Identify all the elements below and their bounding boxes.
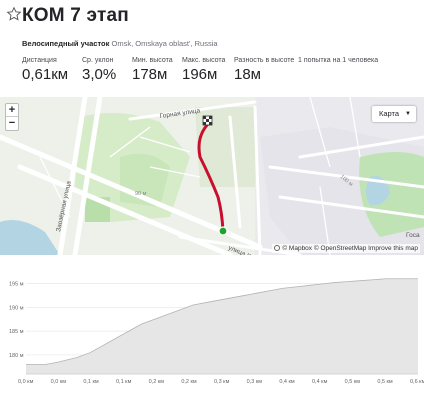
activity-type: Велосипедный участок xyxy=(22,39,110,48)
stat-elevation-gain: Разность в высоте 18м xyxy=(234,57,295,83)
star-icon[interactable] xyxy=(6,6,22,22)
x-tick-label: 0,2 км xyxy=(181,379,197,385)
zoom-controls: + − xyxy=(5,103,19,131)
x-tick-label: 0,0 км xyxy=(18,379,34,385)
zoom-in-button[interactable]: + xyxy=(6,104,18,117)
stat-distance: Дистанция 0,61км xyxy=(22,57,69,83)
place-label-gosa: Госа xyxy=(406,232,420,239)
segment-subtitle: Велосипедный участок Omsk, Omskaya oblas… xyxy=(22,39,218,48)
stat-max-elevation: Макс. высота 196м xyxy=(182,57,226,83)
elevation-chart: 180 м 185 м 190 м 195 м 0,0 км 0,0 км 0,1 км 0,… xyxy=(9,278,424,385)
x-tick-label: 0,1 км xyxy=(83,379,99,385)
x-tick-label: 0,2 км xyxy=(149,379,165,385)
x-tick-label: 0,5 км xyxy=(345,379,361,385)
segment-location: Omsk, Omskaya oblast', Russia xyxy=(111,39,218,48)
x-tick-label: 0,1 км xyxy=(116,379,132,385)
zoom-out-button[interactable]: − xyxy=(8,117,16,129)
x-tick-label: 0,0 км xyxy=(51,379,67,385)
y-tick-label: 195 м xyxy=(9,282,24,288)
map-canvas[interactable]: Горная улица улица Красных Зорь Заозёрна… xyxy=(0,97,424,255)
y-tick-label: 180 м xyxy=(9,353,24,359)
stat-attempts: 1 попытка на 1 человека xyxy=(298,57,379,64)
map-type-label: Карта xyxy=(379,109,400,118)
stats-row: Дистанция 0,61км Ср. уклон 3,0% Мин. выс… xyxy=(22,57,422,87)
y-tick-label: 185 м xyxy=(9,329,24,335)
x-tick-label: 0,4 км xyxy=(312,379,328,385)
segment-title: КОМ 7 этап xyxy=(22,5,129,26)
x-tick-label: 0,4 км xyxy=(279,379,295,385)
x-tick-label: 0,3 км xyxy=(247,379,263,385)
chevron-down-icon: ▼ xyxy=(405,111,411,117)
map-type-dropdown[interactable]: Карта ▼ xyxy=(372,106,416,122)
elevation-line xyxy=(26,278,418,365)
contour-label-90: 90 м xyxy=(135,191,147,197)
route-start-marker xyxy=(218,226,228,236)
x-tick-label: 0,6 км xyxy=(410,379,424,385)
map-attribution[interactable]: © Mapbox © OpenStreetMap Improve this ma… xyxy=(272,244,420,253)
route-finish-flag xyxy=(202,115,213,126)
segment-header: КОМ 7 этап Велосипедный участок Omsk, Om… xyxy=(0,0,424,96)
stat-min-elevation: Мин. высота 178м xyxy=(132,57,173,83)
mapbox-logo-icon xyxy=(274,245,281,251)
x-tick-label: 0,3 км xyxy=(214,379,230,385)
elevation-area xyxy=(26,278,418,374)
segment-map[interactable]: Горная улица улица Красных Зорь Заозёрна… xyxy=(0,97,424,255)
elevation-profile[interactable]: 180 м 185 м 190 м 195 м 0,0 км 0,0 км 0,1 км 0,… xyxy=(0,262,424,400)
y-tick-label: 190 м xyxy=(9,305,24,311)
stat-avg-grade: Ср. уклон 3,0% xyxy=(82,57,117,83)
x-tick-label: 0,5 км xyxy=(377,379,393,385)
